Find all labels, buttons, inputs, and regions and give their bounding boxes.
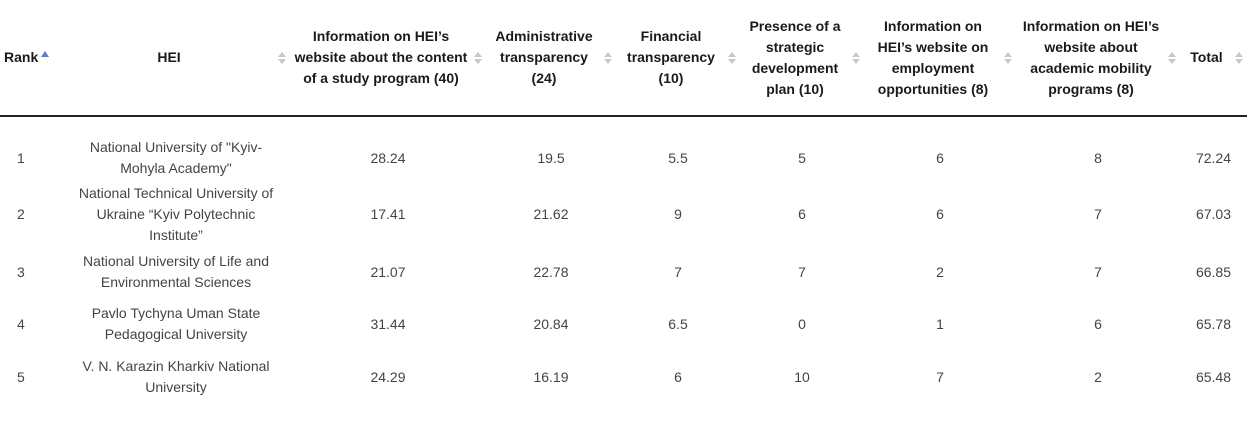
column-header-content[interactable]: Information on HEI’s website about the c…: [290, 0, 486, 117]
sort-icon[interactable]: [1004, 50, 1012, 66]
financial-cell: 7: [674, 263, 682, 280]
table-row: 4 Pavlo Tychyna Uman State Pedagogical U…: [0, 295, 1247, 353]
content-cell: 31.44: [370, 315, 406, 332]
table-row: 2 National Technical University of Ukrai…: [0, 179, 1247, 249]
sort-icon[interactable]: [604, 50, 612, 66]
column-header-rank[interactable]: Rank: [0, 0, 62, 117]
employment-cell: 7: [936, 368, 944, 385]
sort-icon[interactable]: [852, 50, 860, 66]
table-row: 1 National University of "Kyiv-Mohyla Ac…: [0, 137, 1247, 179]
mobility-cell: 7: [1094, 205, 1102, 222]
sort-icon[interactable]: [728, 50, 736, 66]
rank-cell: 3: [17, 263, 25, 280]
column-header-label: Information on HEI’s website about acade…: [1022, 17, 1160, 97]
column-header-label: Information on HEI’s website on employme…: [877, 17, 989, 97]
mobility-cell: 6: [1094, 315, 1102, 332]
header-row: Rank HEI Information on HEI’s website ab…: [0, 0, 1247, 117]
sort-icon[interactable]: [1168, 50, 1176, 66]
admin-cell: 20.84: [533, 315, 569, 332]
hei-cell: National Technical University of Ukraine…: [78, 184, 274, 243]
employment-cell: 6: [936, 205, 944, 222]
total-cell: 65.78: [1195, 315, 1232, 332]
column-header-mobility[interactable]: Information on HEI’s website about acade…: [1016, 0, 1180, 117]
admin-cell: 22.78: [533, 263, 569, 280]
table-header: Rank HEI Information on HEI’s website ab…: [0, 0, 1247, 117]
hei-cell: Pavlo Tychyna Uman State Pedagogical Uni…: [91, 305, 261, 342]
strategic-cell: 0: [798, 315, 806, 332]
admin-cell: 19.5: [537, 149, 565, 166]
column-header-label: Total: [1190, 49, 1223, 65]
table-row: 5 V. N. Karazin Kharkiv National Univers…: [0, 353, 1247, 401]
strategic-cell: 5: [798, 149, 806, 166]
strategic-cell: 6: [798, 205, 806, 222]
employment-cell: 1: [936, 315, 944, 332]
rank-cell: 2: [17, 205, 25, 222]
column-header-strategic[interactable]: Presence of a strategic development plan…: [740, 0, 864, 117]
admin-cell: 21.62: [533, 205, 569, 222]
mobility-cell: 2: [1094, 368, 1102, 385]
sort-icon[interactable]: [1235, 50, 1243, 66]
table-body: 1 National University of "Kyiv-Mohyla Ac…: [0, 116, 1247, 401]
column-header-label: Rank: [4, 49, 39, 65]
sort-ascending-icon[interactable]: [41, 51, 50, 57]
hei-cell: National University of "Kyiv-Mohyla Acad…: [89, 139, 263, 176]
financial-cell: 9: [674, 205, 682, 222]
spacer-row: [0, 116, 1247, 137]
financial-cell: 6.5: [668, 315, 688, 332]
column-header-label: HEI: [157, 49, 181, 65]
employment-cell: 2: [936, 263, 944, 280]
column-header-label: Information on HEI’s website about the c…: [294, 28, 468, 86]
column-header-employment[interactable]: Information on HEI’s website on employme…: [864, 0, 1016, 117]
column-header-label: Presence of a strategic development plan…: [749, 17, 841, 97]
table-row: 3 National University of Life and Enviro…: [0, 249, 1247, 295]
rank-cell: 4: [17, 315, 25, 332]
total-cell: 67.03: [1195, 205, 1232, 222]
hei-cell: V. N. Karazin Kharkiv National Universit…: [82, 358, 270, 395]
employment-cell: 6: [936, 149, 944, 166]
strategic-cell: 10: [794, 368, 810, 385]
hei-cell: National University of Life and Environm…: [83, 253, 269, 290]
financial-cell: 6: [674, 368, 682, 385]
total-cell: 66.85: [1195, 263, 1232, 280]
rank-cell: 1: [17, 149, 25, 166]
admin-cell: 16.19: [533, 368, 569, 385]
column-header-total[interactable]: Total: [1180, 0, 1247, 117]
content-cell: 21.07: [370, 263, 406, 280]
spacer-cell: [0, 116, 1247, 137]
mobility-cell: 8: [1094, 149, 1102, 166]
content-cell: 24.29: [370, 368, 406, 385]
rank-cell: 5: [17, 368, 25, 385]
content-cell: 28.24: [370, 149, 406, 166]
total-cell: 72.24: [1195, 149, 1232, 166]
total-cell: 65.48: [1195, 368, 1232, 385]
column-header-label: Administrative transparency (24): [495, 28, 593, 86]
financial-cell: 5.5: [668, 149, 688, 166]
content-cell: 17.41: [370, 205, 406, 222]
strategic-cell: 7: [798, 263, 806, 280]
column-header-financial[interactable]: Financial transparency (10): [616, 0, 740, 117]
column-header-admin[interactable]: Administrative transparency (24): [486, 0, 616, 117]
ranking-table: Rank HEI Information on HEI’s website ab…: [0, 0, 1247, 401]
column-header-label: Financial transparency (10): [627, 28, 715, 86]
sort-icon[interactable]: [474, 50, 482, 66]
column-header-hei[interactable]: HEI: [62, 0, 290, 117]
sort-icon[interactable]: [278, 50, 286, 66]
mobility-cell: 7: [1094, 263, 1102, 280]
